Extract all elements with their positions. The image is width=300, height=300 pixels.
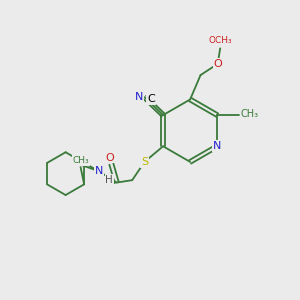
Text: OCH₃: OCH₃ xyxy=(209,35,232,44)
Text: C: C xyxy=(147,94,155,104)
Text: N: N xyxy=(135,92,143,102)
Text: CH₃: CH₃ xyxy=(72,156,89,165)
Text: H: H xyxy=(105,175,113,184)
Text: S: S xyxy=(141,157,148,167)
Text: O: O xyxy=(213,59,222,69)
Text: N: N xyxy=(95,166,103,176)
Text: O: O xyxy=(106,153,114,163)
Text: N: N xyxy=(213,141,221,151)
Text: CH₃: CH₃ xyxy=(241,109,259,118)
